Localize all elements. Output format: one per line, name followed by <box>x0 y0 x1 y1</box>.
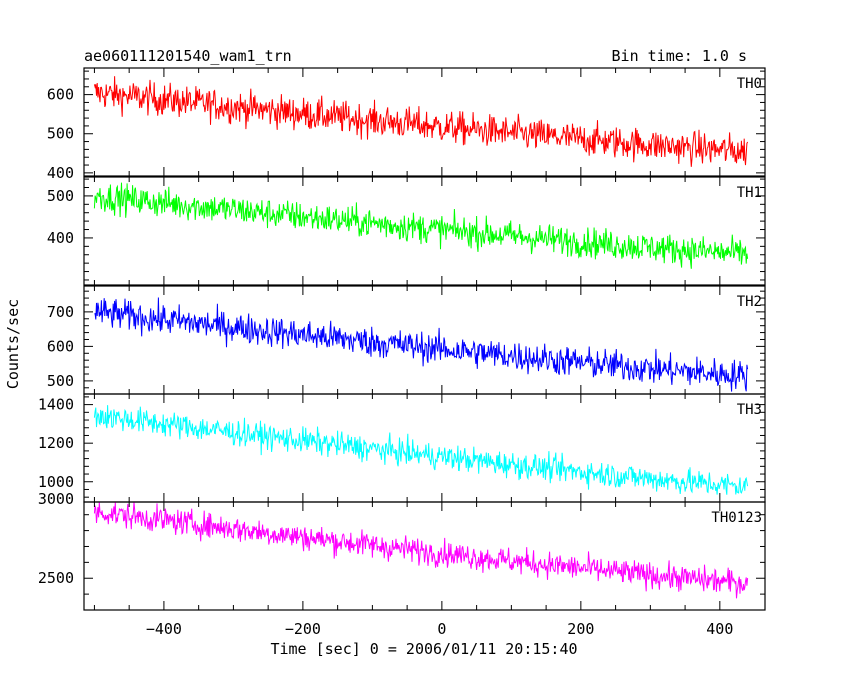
y-tick-label: 400 <box>47 229 74 247</box>
series-line-th1 <box>93 182 749 269</box>
y-tick-label: 600 <box>47 86 74 104</box>
x-tick-label: 0 <box>437 620 446 638</box>
series-line-th3 <box>93 405 749 495</box>
panel-frame-th0 <box>83 67 766 177</box>
panel-label: TH0 <box>737 76 762 92</box>
x-tick-label: −200 <box>285 620 321 638</box>
y-tick-label: 500 <box>47 187 74 205</box>
chart-title: ae060111201540_wam1_trn <box>84 47 292 65</box>
series-line-th0 <box>93 76 749 167</box>
bin-time-label: Bin time: 1.0 s <box>612 47 747 65</box>
y-tick-label: 2500 <box>38 569 74 587</box>
x-axis-label: Time [sec] 0 = 2006/01/11 20:15:40 <box>270 640 577 658</box>
panel-label: TH0123 <box>711 510 762 526</box>
y-tick-label: 400 <box>47 164 74 182</box>
panels-group: TH0 400 500 600 TH1 400 500 TH2 500 600 700 TH3 1000… <box>38 67 766 638</box>
x-tick-label: 200 <box>567 620 594 638</box>
y-tick-label: 500 <box>47 125 74 143</box>
panel-label: TH1 <box>737 185 762 201</box>
x-tick-label: −400 <box>146 620 182 638</box>
y-tick-label: 500 <box>47 372 74 390</box>
y-tick-label: 1400 <box>38 396 74 414</box>
panel-label: TH3 <box>737 402 762 418</box>
y-axis-label: Counts/sec <box>4 299 22 389</box>
y-tick-label: 700 <box>47 303 74 321</box>
panel-frame-th1 <box>83 176 766 286</box>
y-tick-label: 600 <box>47 337 74 355</box>
series-line-th0123 <box>93 502 749 599</box>
panel-frame-th3 <box>83 393 766 503</box>
panel-frame-th0123 <box>83 501 766 611</box>
series-line-th2 <box>94 297 749 392</box>
panel-label: TH2 <box>737 294 762 310</box>
panel-frame-th2 <box>83 285 766 395</box>
y-tick-label: 1000 <box>38 473 74 491</box>
y-tick-label: 3000 <box>38 490 74 508</box>
x-tick-label: 400 <box>706 620 733 638</box>
y-tick-label: 1200 <box>38 434 74 452</box>
